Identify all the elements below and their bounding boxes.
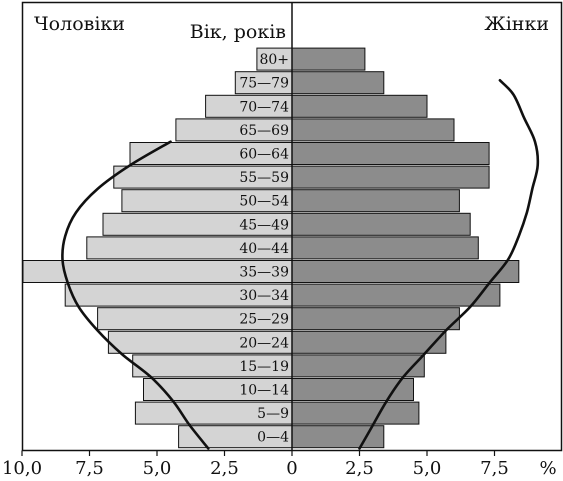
bar-female-80+ (291, 47, 366, 71)
bar-female-50—54 (291, 189, 460, 213)
age-group-label: 15—19 (239, 359, 289, 375)
age-group-label: 45—49 (239, 217, 289, 233)
bar-female-30—34 (291, 283, 501, 307)
age-group-label: 80+ (259, 52, 289, 68)
right-group-label: Жінки (484, 13, 549, 35)
age-group-label: 60—64 (239, 147, 289, 163)
x-tick-label: 5,0 (143, 458, 172, 479)
age-group-label: 40—44 (239, 241, 289, 257)
bar-female-70—74 (291, 94, 428, 118)
bar-female-45—49 (291, 212, 471, 236)
age-group-label: 70—74 (239, 99, 289, 115)
age-group-label: 65—69 (239, 123, 289, 139)
unit-label: % (539, 458, 556, 479)
age-group-label: 5—9 (257, 406, 289, 422)
x-tick-label: 0 (286, 458, 297, 479)
bar-female-55—59 (291, 165, 490, 189)
curve-left (61, 140, 210, 450)
center-label-backdrop (194, 18, 288, 44)
age-group-label: 75—79 (239, 76, 289, 92)
age-group-label: 0—4 (257, 430, 289, 446)
x-tick-label: 10,0 (2, 458, 42, 479)
x-tick-label: 7,5 (480, 458, 509, 479)
age-group-label: 20—24 (239, 335, 289, 351)
bar-female-40—44 (291, 236, 479, 260)
curve-right (358, 79, 540, 450)
bar-female-60—64 (291, 142, 490, 165)
age-group-label: 10—14 (239, 383, 289, 399)
bar-female-75—79 (291, 71, 385, 95)
age-group-label: 35—39 (239, 265, 289, 281)
x-tick-label: 2,5 (345, 458, 374, 479)
x-tick-label: 5,0 (413, 458, 442, 479)
x-tick-label: 2,5 (210, 458, 239, 479)
bar-female-35—39 (291, 260, 520, 283)
bar-female-20—24 (291, 330, 447, 354)
age-axis-title: Вік, років (190, 21, 286, 43)
bar-female-25—29 (291, 307, 460, 331)
left-group-label: Чоловіки (34, 13, 125, 35)
x-tick-label: 7,5 (75, 458, 104, 479)
age-group-label: 50—54 (239, 194, 289, 210)
age-group-label: 30—34 (239, 288, 289, 304)
age-group-label: 55—59 (239, 170, 289, 186)
age-group-label: 25—29 (239, 312, 289, 328)
bar-female-65—69 (291, 118, 455, 142)
bar-female-5—9 (291, 401, 420, 425)
